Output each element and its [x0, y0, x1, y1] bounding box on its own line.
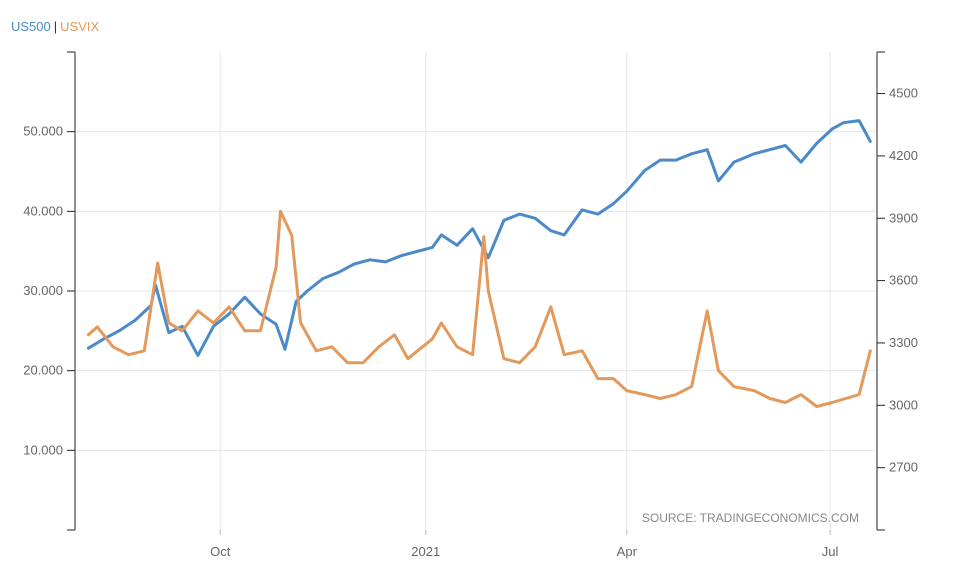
y-right-tick-label: 3300 — [889, 335, 918, 350]
y-left-tick-label: 10.000 — [23, 442, 63, 457]
source-label: SOURCE: TRADINGECONOMICS.COM — [642, 511, 859, 525]
legend-separator: | — [53, 19, 58, 34]
y-right-tick-label: 3600 — [889, 273, 918, 288]
x-tick-label: Jul — [822, 544, 839, 559]
legend-us500: US500 — [11, 19, 51, 34]
y-left-tick-label: 50.000 — [23, 124, 63, 139]
y-right-tick-label: 3000 — [889, 397, 918, 412]
y-left-tick-label: 30.000 — [23, 283, 63, 298]
y-right-tick-label: 4500 — [889, 86, 918, 101]
legend-usvix: USVIX — [60, 19, 100, 34]
x-tick-label: Oct — [210, 544, 231, 559]
y-left-tick-label: 20.000 — [23, 363, 63, 378]
x-tick-label: 2021 — [411, 544, 440, 559]
series-line-usvix — [86, 209, 872, 408]
x-tick-label: Apr — [617, 544, 638, 559]
y-right-tick-label: 2700 — [889, 460, 918, 475]
chart-legend: US500 | USVIX — [11, 19, 99, 34]
y-right-tick-label: 4200 — [889, 148, 918, 163]
y-left-tick-label: 40.000 — [23, 203, 63, 218]
y-right-tick-label: 3900 — [889, 210, 918, 225]
series-line-us500 — [86, 119, 872, 357]
